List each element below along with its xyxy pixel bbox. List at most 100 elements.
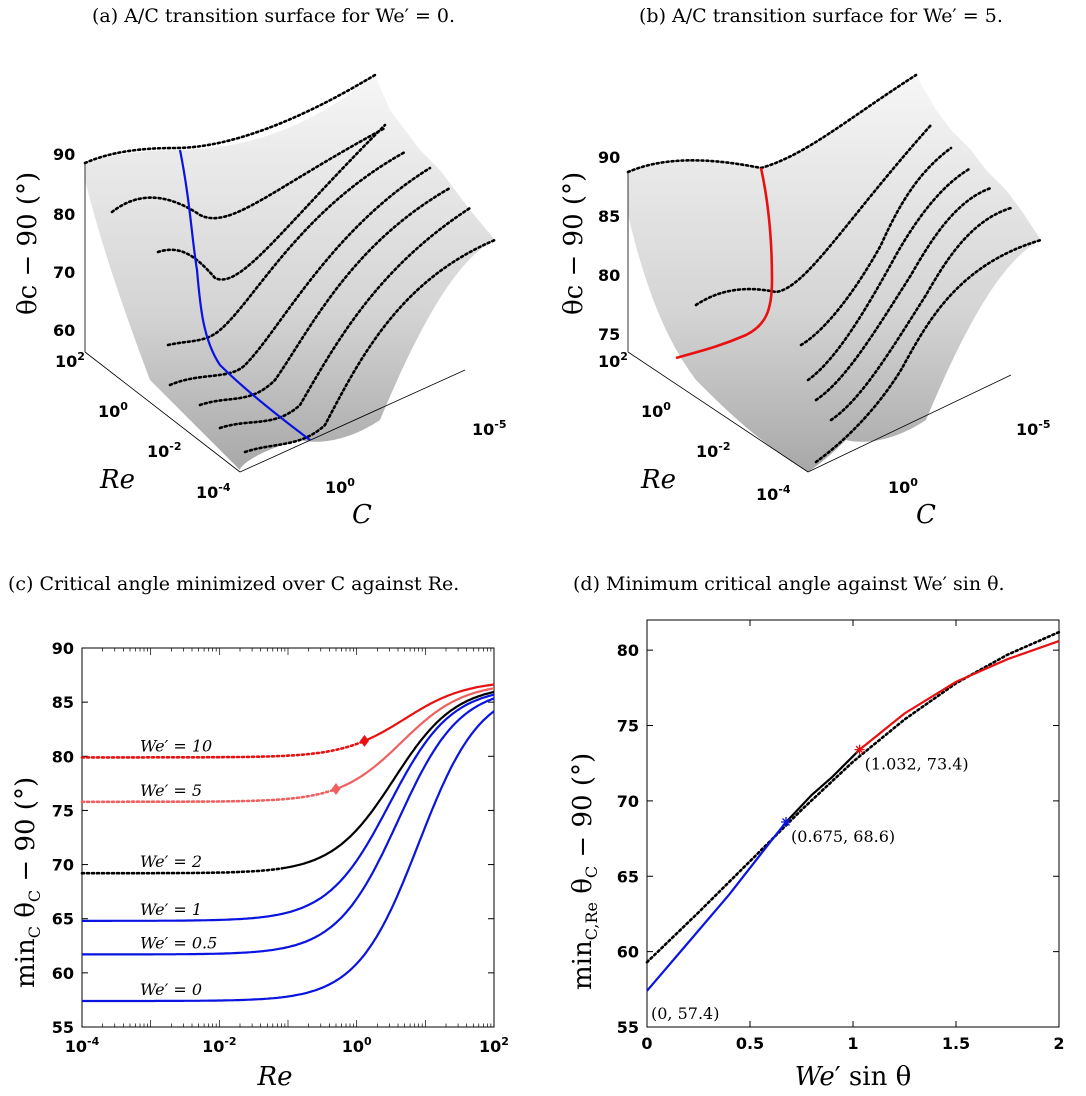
- caption-b: (b) A/C transition surface for We′ = 5.: [639, 5, 1003, 27]
- caption-d: (d) Minimum critical angle against We′ s…: [573, 573, 1005, 595]
- z-tick-label: 90: [598, 148, 620, 167]
- highlight-points: (0, 57.4) (0.675, 68.6) (1.032, 73.4): [651, 744, 969, 1023]
- x-tick-label: 2: [1053, 1034, 1064, 1053]
- plot-frame: [646, 619, 1060, 1028]
- re-axis-line: [84, 351, 241, 473]
- series-line: [281, 690, 495, 870]
- caption-a: (a) A/C transition surface for We′ = 0.: [92, 5, 456, 27]
- y-tick-label: 55: [617, 1018, 639, 1037]
- y-tick-label: 60: [52, 964, 74, 983]
- c-tick-label: 10-5: [1016, 418, 1051, 439]
- z-tick-label: 80: [53, 205, 75, 224]
- surface-shape: [628, 75, 1041, 472]
- contour-line: [829, 206, 1013, 422]
- panel-b-surface-plot: 90 85 80 75 102 100 10-2 10-4 100 10-5 θ…: [559, 73, 1051, 530]
- re-tick-label: 102: [55, 350, 85, 371]
- y-tick-label: 55: [52, 1018, 74, 1037]
- z-tick-label: 90: [53, 145, 75, 164]
- series-line: [82, 693, 495, 922]
- re-tick-label: 10-4: [196, 481, 231, 502]
- panel-c-line-chart: 55 60 65 70 75 80 85 90 10-4 10-2 100 102 We′ = 0 We…: [11, 639, 509, 1092]
- tick-label: 100: [342, 1035, 372, 1056]
- series-label: We′ = 10: [140, 736, 212, 755]
- point-label: (0, 57.4): [651, 1004, 719, 1023]
- series-line: [645, 630, 1061, 964]
- contour-line: [218, 206, 472, 430]
- contour-line: [83, 73, 377, 165]
- contour-line: [166, 150, 407, 347]
- y-tick-label: 85: [52, 693, 74, 712]
- surface-contours: [83, 73, 497, 454]
- contour-line: [156, 123, 387, 281]
- z-tick-label: 60: [53, 321, 75, 340]
- x-tick-label: 1.5: [942, 1034, 970, 1053]
- x-tick-label: 1: [847, 1034, 858, 1053]
- z-ticks: 90 80 70 60: [53, 145, 75, 340]
- series-line: [82, 697, 495, 956]
- y-tick-label: 80: [52, 747, 74, 766]
- re-tick-label: 100: [98, 400, 128, 421]
- z-axis-label: θc − 90 (°): [559, 172, 589, 315]
- series-lines: [645, 630, 1061, 992]
- contour-line: [799, 146, 953, 347]
- c-axis-label: C: [352, 500, 372, 530]
- series-line: [785, 748, 861, 823]
- series-line: [82, 710, 495, 1003]
- series-label: We′ = 2: [140, 852, 202, 871]
- panel-a-surface-plot: 90 80 70 60 102 100 10-2 10-4 100 10-5 θ…: [13, 73, 507, 530]
- diamond-marker: [359, 734, 369, 747]
- x-axis-label: We′ sin θ: [795, 1062, 912, 1092]
- re-axis-label: Re: [99, 465, 135, 495]
- series-label: We′ = 0.5: [140, 933, 217, 952]
- series-line: [858, 640, 1060, 751]
- diamond-marker: [331, 783, 341, 796]
- z-axis-label: θc − 90 (°): [13, 172, 43, 315]
- c-ticks: 100 10-5: [888, 418, 1051, 497]
- panel-d-line-chart: 55 60 65 70 75 80 0 0.5 1 1.5 2 (0, 57.4) (0.675, 6…: [568, 619, 1065, 1092]
- contour-line: [814, 238, 1043, 464]
- tick-label: 10-2: [202, 1035, 237, 1056]
- x-tick-label: 0.5: [736, 1034, 764, 1053]
- re-tick-label: 100: [641, 400, 671, 421]
- series-labels: We′ = 0 We′ = 0.5 We′ = 1 We′ = 2 We′ = 5 We′…: [140, 736, 217, 999]
- z-tick-label: 75: [598, 325, 620, 344]
- star-marker: [854, 744, 865, 755]
- series-label: We′ = 0: [140, 980, 202, 999]
- y-tick-label: 60: [617, 943, 639, 962]
- x-tick-label: 0: [641, 1034, 652, 1053]
- c-axis-line: [239, 369, 466, 473]
- c-axis-line: [807, 374, 1012, 473]
- y-tick-label: 80: [617, 641, 639, 660]
- point-label: (0.675, 68.6): [791, 827, 895, 846]
- series-line-dotted: [80, 867, 284, 875]
- z-tick-label: 80: [598, 266, 620, 285]
- y-tick-label: 65: [52, 910, 74, 929]
- re-tick-label: 10-2: [147, 440, 182, 461]
- contour-line: [814, 186, 993, 402]
- y-tick-label: 70: [52, 856, 74, 875]
- z-tick-label: 85: [598, 207, 620, 226]
- c-tick-label: 100: [325, 476, 355, 497]
- re-tick-label: 102: [598, 350, 628, 371]
- surface-contours: [626, 73, 1043, 464]
- contour-line: [110, 126, 387, 220]
- y-tick-label: 75: [52, 801, 74, 820]
- plot-frame: [81, 647, 495, 1028]
- caption-c: (c) Critical angle minimized over C agai…: [8, 573, 460, 595]
- series-label: We′ = 5: [140, 781, 202, 800]
- tick-label: 102: [479, 1035, 509, 1056]
- contour-line: [198, 186, 452, 407]
- y-axis-label: minC,Re θC − 90 (°): [568, 753, 601, 990]
- y-tick-label: 65: [617, 867, 639, 886]
- tick-label: 10-4: [65, 1035, 100, 1056]
- point-label: (1.032, 73.4): [865, 755, 969, 774]
- re-axis-line: [627, 351, 809, 473]
- re-tick-label: 10-2: [696, 440, 731, 461]
- y-tick-label: 90: [52, 639, 74, 658]
- axis-ticks: 55 60 65 70 75 80 85 90 10-4 10-2 100 102: [52, 639, 509, 1056]
- series-line: [337, 687, 495, 790]
- re-axis-label: Re: [640, 465, 676, 495]
- y-tick-label: 75: [617, 717, 639, 736]
- series-lines: [80, 683, 495, 1003]
- z-tick-label: 70: [53, 263, 75, 282]
